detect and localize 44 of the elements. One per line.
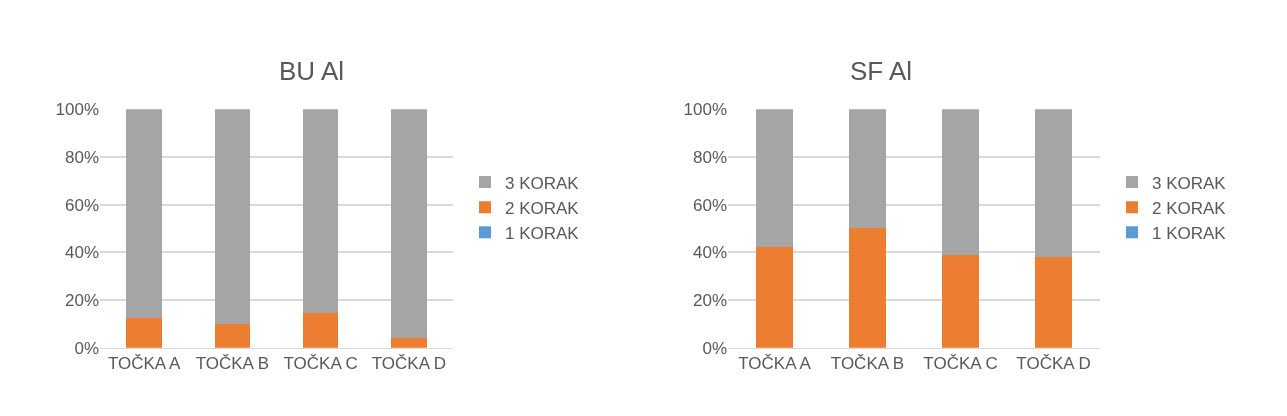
x-tick-label: TOČKA D [1016, 354, 1091, 374]
bar [214, 323, 251, 348]
x-tick-label: TOČKA A [107, 354, 182, 374]
bar [391, 337, 427, 348]
y-tick-label: 0% [74, 338, 99, 358]
x-tick-label: TOČKA C [283, 354, 358, 374]
legend-label: 3 KORAK [1152, 173, 1227, 193]
bar [214, 109, 251, 324]
legend-label: 2 KORAK [505, 198, 580, 218]
y-tick-label: 0% [702, 338, 727, 358]
y-tick-label: 80% [692, 147, 727, 167]
bar [1034, 109, 1073, 257]
bar [848, 227, 887, 348]
y-tick-label: 20% [692, 291, 727, 311]
bar [391, 109, 427, 338]
bar [1034, 256, 1073, 348]
bar [302, 313, 339, 348]
y-tick-label: 100% [55, 100, 99, 120]
x-tick-label: TOČKA B [830, 354, 905, 374]
bar [302, 109, 339, 314]
bar [848, 109, 887, 228]
bar [941, 255, 980, 348]
y-tick-label: 40% [692, 243, 727, 263]
y-tick-label: 40% [64, 243, 99, 263]
y-tick-label: 20% [64, 291, 99, 311]
legend-label: 1 KORAK [1152, 223, 1227, 243]
bar [126, 317, 162, 348]
y-tick-label: 100% [683, 100, 727, 120]
y-tick-label: 60% [692, 195, 727, 215]
x-tick-label: TOČKA A [738, 354, 812, 374]
legend-label: 3 KORAK [505, 173, 580, 193]
bar [755, 246, 794, 348]
bar [941, 109, 980, 256]
bar [755, 109, 794, 247]
x-tick-label: TOČKA D [371, 354, 447, 374]
chart-title: BU Al [279, 56, 345, 86]
y-tick-label: 60% [64, 195, 99, 215]
legend-label: 2 KORAK [1152, 198, 1227, 218]
x-tick-label: TOČKA C [923, 354, 998, 374]
y-tick-label: 80% [64, 147, 99, 167]
chart-title: SF Al [850, 56, 913, 86]
x-tick-label: TOČKA B [195, 354, 270, 374]
legend-label: 1 KORAK [505, 223, 580, 243]
bar [126, 109, 162, 318]
